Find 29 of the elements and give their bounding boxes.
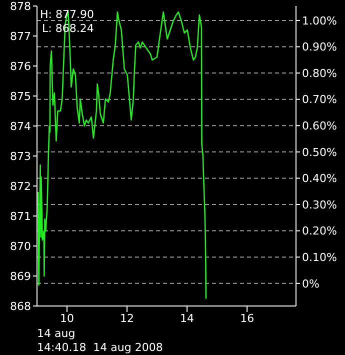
text: 14:40.18 14 aug 2008 (37, 341, 163, 354)
y-tick-label: 873 (10, 150, 31, 163)
y2-tick-label: 0.50% (302, 146, 337, 159)
line-series (38, 11, 207, 300)
y-tick-label: 878 (10, 0, 31, 13)
x-tick-label: 10 (60, 312, 74, 325)
x-tick-label: 12 (120, 312, 134, 325)
y2-tick-label: 1.00% (302, 14, 337, 28)
y2-tick-label: 0.60% (302, 120, 337, 133)
y-tick-label: 871 (10, 210, 31, 223)
x-tick-label: 14 (180, 312, 194, 325)
y2-tick-label: 0.70% (302, 93, 337, 106)
y-tick-label: 877 (10, 30, 31, 43)
y-tick-label: 869 (10, 270, 31, 283)
y-tick-label: 874 (10, 120, 31, 133)
y2-tick-label: 0.40% (302, 172, 337, 186)
y-tick-label: 876 (10, 60, 31, 73)
y-tick-label: 868 (10, 300, 31, 313)
y2-tick-label: 0.30% (302, 198, 337, 212)
y2-tick-label: 0.10% (302, 251, 337, 264)
x-tick-label: 16 (240, 312, 254, 325)
y2-tick-label: 0% (302, 277, 320, 290)
x-axis-title: 14 aug (37, 327, 76, 340)
y-tick-label: 872 (10, 180, 31, 193)
y-tick-label: 870 (10, 240, 31, 253)
y2-tick-label: 0.80% (302, 66, 337, 80)
y-tick-label: 875 (10, 90, 31, 103)
y2-tick-label: 0.90% (302, 40, 337, 54)
y2-tick-label: 0.20% (302, 224, 337, 238)
